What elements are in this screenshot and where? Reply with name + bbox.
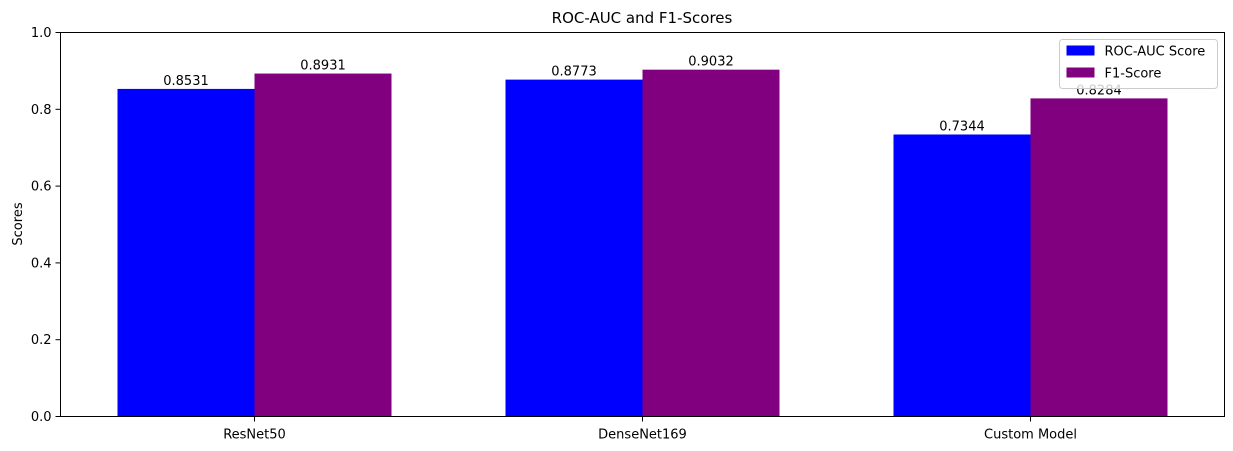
value-label-roc-auc-score-custom-model: 0.7344 xyxy=(939,119,985,134)
bar-f1-score-densenet169 xyxy=(642,69,780,417)
x-tick-label-resnet50: ResNet50 xyxy=(223,428,286,443)
y-tick-label: 0.8 xyxy=(31,103,52,118)
bar-f1-score-custom-model xyxy=(1030,98,1168,417)
bar-roc-auc-score-densenet169 xyxy=(505,79,643,417)
y-axis-label: Scores xyxy=(11,202,26,245)
legend: ROC-AUC Score F1-Score xyxy=(1059,39,1218,89)
x-tick-label-densenet169: DenseNet169 xyxy=(598,428,687,443)
y-tick-label: 0.4 xyxy=(31,256,52,271)
value-label-roc-auc-score-resnet50: 0.8531 xyxy=(163,74,209,89)
y-axis: 0.0 0.2 0.4 0.6 0.8 1.0 xyxy=(31,26,61,425)
value-label-f1-score-resnet50: 0.8931 xyxy=(300,59,346,74)
legend-swatch-f1-score xyxy=(1066,67,1095,78)
bar-f1-score-resnet50 xyxy=(254,73,392,417)
y-tick-label: 0.6 xyxy=(31,180,52,195)
plot-frame xyxy=(60,32,1225,417)
chart-title: ROC-AUC and F1-Scores xyxy=(552,9,733,27)
value-label-f1-score-densenet169: 0.9032 xyxy=(688,55,734,70)
x-tick-label-custom-model: Custom Model xyxy=(984,428,1077,443)
bar-roc-auc-score-custom-model xyxy=(893,134,1031,417)
value-label-roc-auc-score-densenet169: 0.8773 xyxy=(551,65,597,80)
legend-swatch-roc-auc-score xyxy=(1066,45,1095,56)
y-tick-label: 0.0 xyxy=(31,410,52,425)
y-tick-label: 1.0 xyxy=(31,26,52,41)
legend-box xyxy=(1059,39,1218,89)
x-axis: ResNet50 DenseNet169 Custom Model xyxy=(223,416,1077,443)
legend-label-f1-score: F1-Score xyxy=(1105,67,1162,82)
bar-roc-auc-score-resnet50 xyxy=(117,88,255,417)
bars-group xyxy=(117,69,1168,417)
y-tick-label: 0.2 xyxy=(31,333,52,348)
legend-label-roc-auc-score: ROC-AUC Score xyxy=(1105,45,1206,60)
